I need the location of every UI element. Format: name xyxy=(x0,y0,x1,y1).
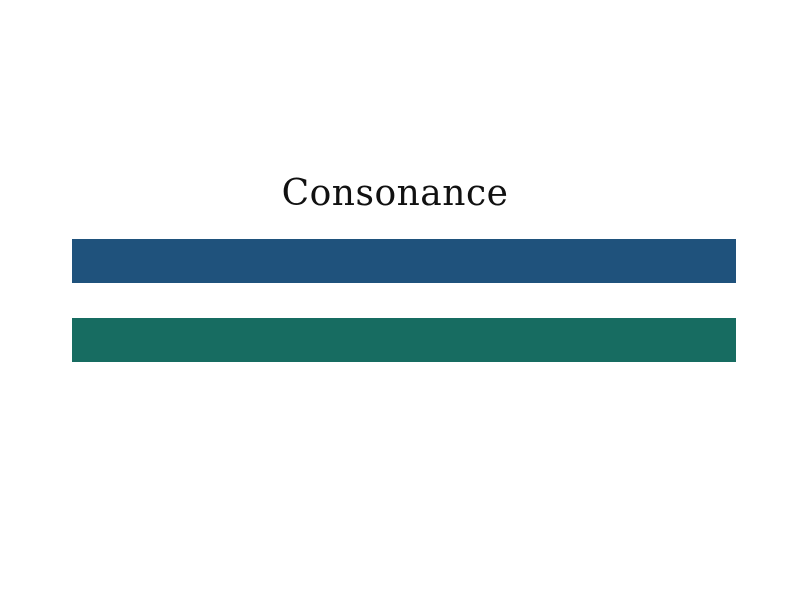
blue-bar xyxy=(72,239,736,283)
slide-title: Consonance xyxy=(281,173,509,214)
teal-bar xyxy=(72,318,736,362)
